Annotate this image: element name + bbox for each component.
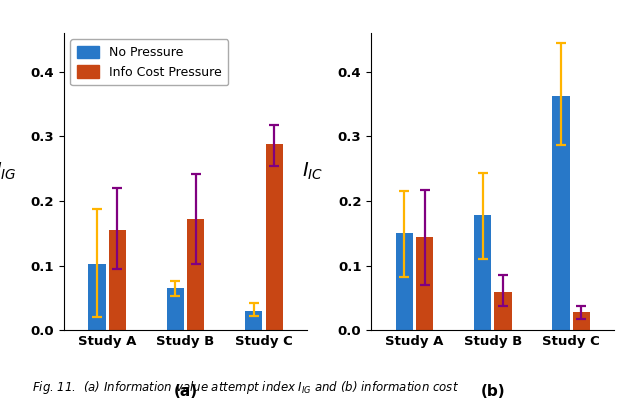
Text: (b): (b) — [481, 384, 505, 399]
Bar — [552, 96, 570, 330]
Bar — [494, 292, 511, 330]
Bar — [187, 219, 204, 330]
Bar — [88, 264, 106, 330]
Bar — [573, 312, 590, 330]
Bar — [245, 311, 262, 330]
Bar — [167, 288, 184, 330]
Bar — [474, 215, 492, 330]
Text: Fig. 11.  (a) Information value attempt index $I_{IG}$ and (b) information cost: Fig. 11. (a) Information value attempt i… — [32, 380, 459, 396]
Text: (a): (a) — [173, 384, 198, 399]
Y-axis label: $I_{IG}$: $I_{IG}$ — [0, 160, 17, 182]
Legend: No Pressure, Info Cost Pressure: No Pressure, Info Cost Pressure — [70, 39, 228, 85]
Bar — [396, 233, 413, 330]
Bar — [109, 230, 126, 330]
Bar — [266, 144, 283, 330]
Y-axis label: $I_{IC}$: $I_{IC}$ — [302, 160, 323, 182]
Bar — [416, 237, 433, 330]
